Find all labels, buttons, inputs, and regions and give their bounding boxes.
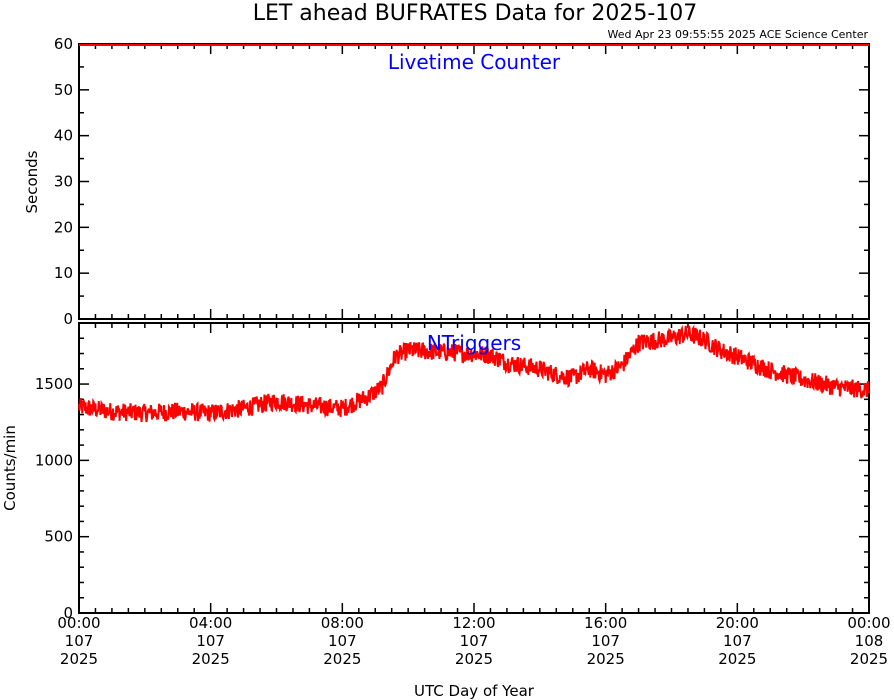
x-tick-label: 2025 — [455, 650, 493, 668]
x-tick-label: 20:00 — [716, 614, 759, 632]
x-tick-label: 108 — [855, 632, 884, 650]
ntriggers-series-line — [78, 324, 870, 423]
x-tick-label: 2025 — [850, 650, 888, 668]
ntriggers-x-ticks — [78, 323, 870, 613]
x-tick-label: 16:00 — [584, 614, 627, 632]
ntriggers-ytick-label: 500 — [44, 528, 73, 546]
livetime-ytick-label: 40 — [54, 127, 73, 145]
chart-title: LET ahead BUFRATES Data for 2025-107 — [253, 1, 698, 26]
x-tick-label: 107 — [591, 632, 620, 650]
livetime-ytick-label: 20 — [54, 218, 73, 236]
livetime-ytick-label: 60 — [54, 35, 73, 53]
livetime-y-axis-label: Seconds — [23, 150, 41, 213]
ntriggers-y-axis-label: Counts/min — [1, 425, 19, 511]
livetime-panel: 0 10 20 30 40 50 60 Livetime Counter Seconds — [23, 35, 870, 328]
ntriggers-panel: 0 500 1000 1500 NTriggers Counts/min — [1, 322, 870, 622]
x-tick-label: 107 — [723, 632, 752, 650]
x-tick-label: 107 — [460, 632, 489, 650]
x-axis-tick-labels: 00:00107202504:00107202508:00107202512:0… — [57, 614, 890, 668]
ntriggers-ytick-label: 1000 — [35, 451, 73, 469]
x-tick-label: 107 — [196, 632, 225, 650]
timestamp: Wed Apr 23 09:55:55 2025 ACE Science Cen… — [607, 28, 868, 41]
livetime-y-ticks: 0 10 20 30 40 50 60 — [54, 35, 869, 328]
x-tick-label: 2025 — [323, 650, 361, 668]
x-tick-label: 107 — [328, 632, 357, 650]
ntriggers-ytick-label: 0 — [63, 604, 73, 622]
x-tick-label: 2025 — [587, 650, 625, 668]
ntriggers-y-ticks: 0 500 1000 1500 — [35, 322, 869, 622]
ntriggers-series — [78, 324, 870, 423]
x-tick-label: 12:00 — [452, 614, 495, 632]
x-tick-label: 04:00 — [189, 614, 232, 632]
ntriggers-panel-label: NTriggers — [427, 331, 521, 355]
x-tick-label: 08:00 — [321, 614, 364, 632]
livetime-panel-label: Livetime Counter — [388, 50, 561, 74]
livetime-ytick-label: 50 — [54, 81, 73, 99]
x-axis-label: UTC Day of Year — [414, 682, 535, 700]
x-tick-label: 00:00 — [57, 614, 100, 632]
x-tick-label: 107 — [65, 632, 94, 650]
livetime-ytick-label: 10 — [54, 264, 73, 282]
livetime-ytick-label: 0 — [63, 310, 73, 328]
livetime-plot-frame — [78, 43, 870, 320]
ntriggers-ytick-label: 1500 — [35, 375, 73, 393]
x-tick-label: 2025 — [192, 650, 230, 668]
x-tick-label: 2025 — [60, 650, 98, 668]
livetime-x-ticks — [78, 44, 870, 319]
x-tick-label: 00:00 — [847, 614, 890, 632]
livetime-ytick-label: 30 — [54, 173, 73, 191]
x-tick-label: 2025 — [718, 650, 756, 668]
